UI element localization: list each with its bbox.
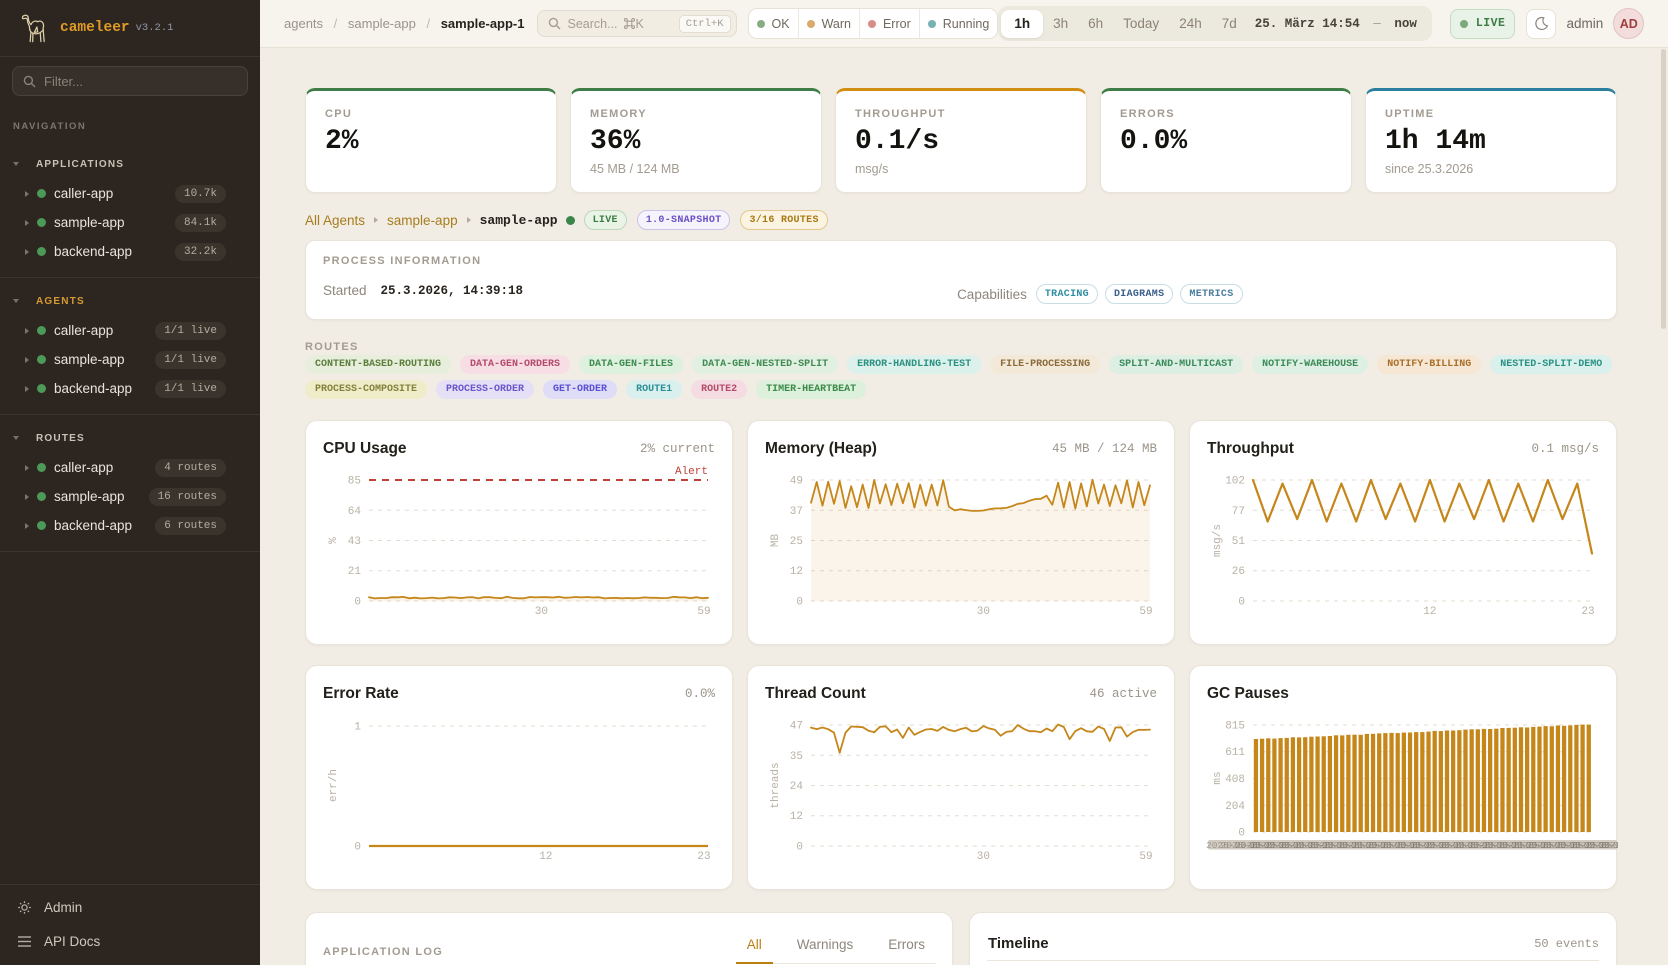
svg-text:47: 47	[790, 721, 803, 733]
svg-text:77: 77	[1232, 506, 1245, 518]
svg-text:30: 30	[977, 851, 990, 863]
svg-text:2026-03-25: 2026-03-25	[1352, 840, 1409, 851]
svg-text:611: 611	[1225, 747, 1245, 759]
svg-text:err/h: err/h	[328, 769, 340, 802]
svg-text:35: 35	[790, 751, 803, 763]
svg-text:2026-03-25: 2026-03-25	[1541, 840, 1598, 851]
svg-text:2026-03-25: 2026-03-25	[1279, 840, 1336, 851]
svg-text:2026-03-25: 2026-03-25	[1453, 840, 1510, 851]
svg-text:815: 815	[1225, 721, 1245, 733]
svg-text:2026-03-25: 2026-03-25	[1424, 840, 1481, 851]
svg-text:2026-03-25: 2026-03-25	[1366, 840, 1423, 851]
svg-text:49: 49	[790, 476, 803, 488]
svg-text:0: 0	[354, 842, 361, 854]
svg-text:2026-03-25: 2026-03-25	[1308, 840, 1365, 851]
svg-text:2026-03-25: 2026-03-25	[1264, 840, 1321, 851]
svg-text:30: 30	[535, 606, 548, 618]
svg-text:12: 12	[790, 811, 803, 823]
svg-text:102: 102	[1225, 476, 1245, 488]
svg-text:0: 0	[1238, 597, 1245, 609]
svg-text:msg/s: msg/s	[1212, 524, 1224, 557]
svg-text:2026-03-25: 2026-03-25	[1221, 840, 1278, 851]
svg-text:59: 59	[1139, 606, 1152, 618]
svg-text:43: 43	[348, 536, 361, 548]
svg-text:1: 1	[354, 722, 361, 734]
svg-text:2026-03-25: 2026-03-25	[1468, 840, 1525, 851]
svg-text:2026-03-25: 2026-03-25	[1322, 840, 1379, 851]
svg-text:21: 21	[348, 566, 362, 578]
svg-text:204: 204	[1225, 801, 1245, 813]
svg-text:ms: ms	[1212, 771, 1224, 784]
svg-text:2026-03-25: 2026-03-25	[1555, 840, 1612, 851]
svg-text:30: 30	[977, 606, 990, 618]
svg-text:12: 12	[790, 566, 803, 578]
svg-text:2026-03-25: 2026-03-25	[1526, 840, 1583, 851]
svg-text:2026-03-25: 2026-03-25	[1337, 840, 1394, 851]
svg-text:51: 51	[1232, 536, 1246, 548]
svg-text:0: 0	[1238, 828, 1245, 840]
svg-text:2026-03-25: 2026-03-25	[1293, 840, 1350, 851]
svg-text:0: 0	[796, 597, 803, 609]
svg-text:%: %	[328, 537, 340, 544]
svg-text:12: 12	[539, 851, 552, 863]
svg-text:2026-03-25: 2026-03-25	[1439, 840, 1496, 851]
svg-text:MB: MB	[770, 534, 782, 548]
svg-text:2026-03-25: 2026-03-25	[1584, 840, 1618, 851]
svg-text:24: 24	[790, 781, 804, 793]
svg-text:2026-03-25: 2026-03-25	[1497, 840, 1554, 851]
svg-text:2026-03-25: 2026-03-25	[1206, 840, 1263, 851]
svg-text:2026-03-25: 2026-03-25	[1482, 840, 1539, 851]
svg-text:2026-03-25: 2026-03-25	[1381, 840, 1438, 851]
svg-text:2026-03-25: 2026-03-25	[1250, 840, 1307, 851]
svg-text:0: 0	[354, 597, 361, 609]
svg-text:64: 64	[348, 506, 362, 518]
svg-text:59: 59	[697, 606, 710, 618]
svg-text:2026-03-25: 2026-03-25	[1512, 840, 1569, 851]
svg-text:23: 23	[697, 851, 710, 863]
svg-text:Alert: Alert	[675, 466, 708, 478]
svg-text:2026-03-25: 2026-03-25	[1410, 840, 1467, 851]
svg-text:23: 23	[1581, 606, 1594, 618]
svg-text:25: 25	[790, 536, 803, 548]
svg-text:59: 59	[1139, 851, 1152, 863]
svg-text:85: 85	[348, 476, 361, 488]
svg-text:threads: threads	[770, 762, 782, 808]
svg-text:2026-03-25: 2026-03-25	[1599, 840, 1618, 851]
svg-text:26: 26	[1232, 566, 1245, 578]
svg-text:12: 12	[1423, 606, 1436, 618]
svg-text:0: 0	[796, 842, 803, 854]
svg-text:2026-03-25: 2026-03-25	[1395, 840, 1452, 851]
svg-text:2026-03-25: 2026-03-25	[1235, 840, 1292, 851]
svg-text:408: 408	[1225, 774, 1245, 786]
svg-text:37: 37	[790, 506, 803, 518]
svg-text:2026-03-25: 2026-03-25	[1570, 840, 1618, 851]
